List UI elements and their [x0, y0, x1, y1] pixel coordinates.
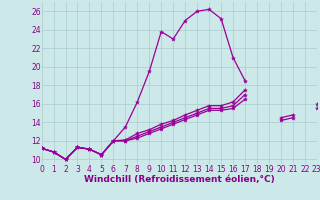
X-axis label: Windchill (Refroidissement éolien,°C): Windchill (Refroidissement éolien,°C): [84, 175, 275, 184]
